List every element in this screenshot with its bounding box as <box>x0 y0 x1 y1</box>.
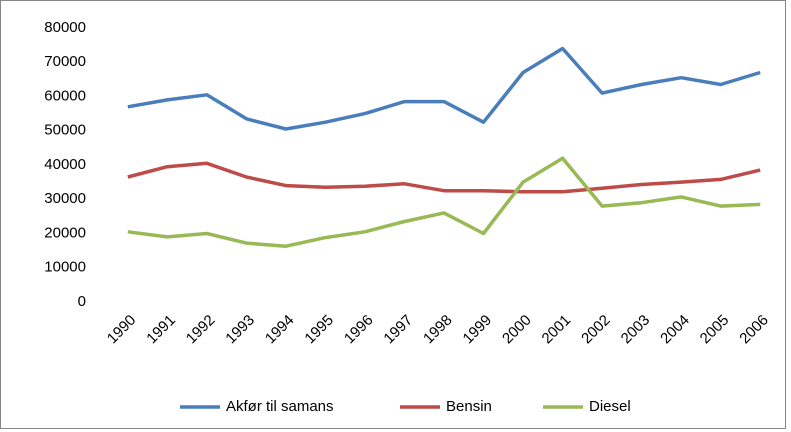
y-tick-label: 0 <box>78 293 86 310</box>
y-tick-label: 60000 <box>44 87 86 104</box>
line-series <box>127 161 761 194</box>
y-tick-label: 50000 <box>44 122 86 139</box>
legend-label: Akfør til samans <box>226 398 334 415</box>
line-series <box>127 46 761 131</box>
y-tick-label: 70000 <box>44 53 86 70</box>
legend-label: Bensin <box>446 398 492 415</box>
y-tick-label: 30000 <box>44 190 86 207</box>
y-tick-label: 10000 <box>44 259 86 276</box>
line-series <box>127 156 761 248</box>
y-tick-label: 40000 <box>44 156 86 173</box>
y-tick-label: 80000 <box>44 19 86 36</box>
legend-label: Diesel <box>589 398 631 415</box>
y-tick-label: 20000 <box>44 224 86 241</box>
